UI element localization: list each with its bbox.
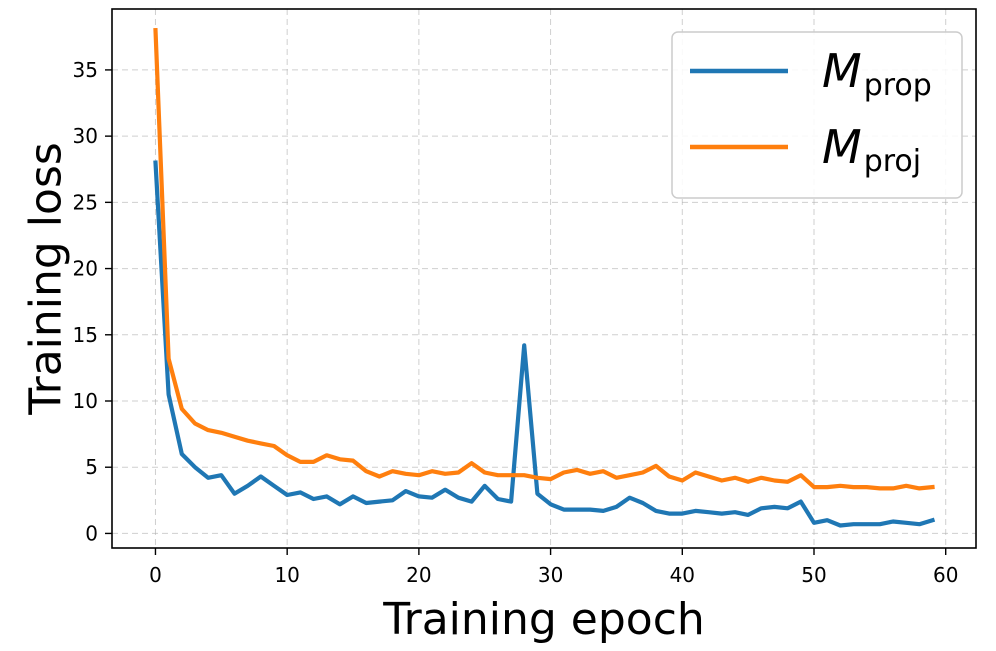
x-axis-title: Training epoch xyxy=(382,594,705,645)
legend-label: Mprop xyxy=(822,44,932,103)
x-tick-label: 10 xyxy=(274,563,299,587)
x-tick-label: 50 xyxy=(801,563,826,587)
y-tick-label: 5 xyxy=(85,455,98,479)
y-axis-title: Training loss xyxy=(21,142,72,416)
x-tick-label: 30 xyxy=(538,563,563,587)
series-line-proj xyxy=(153,28,935,491)
series-line-prop xyxy=(153,160,936,528)
legend-label: Mproj xyxy=(822,120,921,179)
x-tick-label: 40 xyxy=(670,563,695,587)
y-tick-label: 20 xyxy=(73,257,98,281)
series-lines xyxy=(153,28,936,528)
y-tick-label: 0 xyxy=(85,521,98,545)
y-tick-label: 15 xyxy=(73,323,98,347)
grid xyxy=(112,9,976,548)
x-tick-label: 60 xyxy=(933,563,958,587)
axes-frame xyxy=(111,8,977,549)
y-tick-label: 10 xyxy=(73,389,98,413)
y-tick-label: 25 xyxy=(73,190,98,214)
y-tick-label: 35 xyxy=(73,58,98,82)
x-tick-label: 20 xyxy=(406,563,431,587)
y-tick-label: 30 xyxy=(73,124,98,148)
legend-box xyxy=(671,31,963,199)
x-tick-label: 0 xyxy=(149,563,162,587)
axis-ticks: 0 10 20 30 40 50 60 0 5 10 15 20 25 30 35 xyxy=(73,58,959,587)
legend: Mprop Mproj xyxy=(671,31,963,199)
